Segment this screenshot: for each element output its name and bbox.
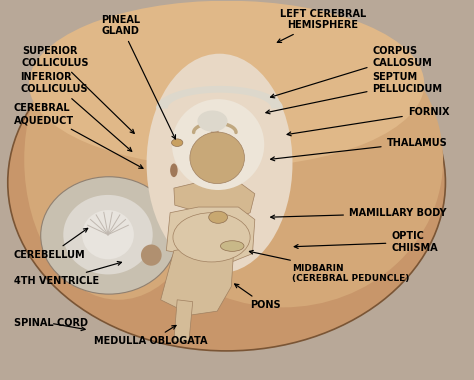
Text: FORNIX: FORNIX <box>287 108 449 136</box>
Ellipse shape <box>41 177 177 294</box>
Ellipse shape <box>170 163 178 177</box>
Text: PONS: PONS <box>235 284 281 310</box>
Ellipse shape <box>123 12 443 307</box>
Text: PINEAL
GLAND: PINEAL GLAND <box>101 14 175 139</box>
Ellipse shape <box>146 54 292 273</box>
Ellipse shape <box>29 1 424 167</box>
Text: INFERIOR
COLLICULUS: INFERIOR COLLICULUS <box>20 73 132 151</box>
Ellipse shape <box>209 211 228 223</box>
Ellipse shape <box>172 99 264 190</box>
Text: SPINAL CORD: SPINAL CORD <box>14 318 88 331</box>
Text: 4TH VENTRICLE: 4TH VENTRICLE <box>14 261 121 286</box>
Ellipse shape <box>172 139 183 146</box>
Text: LEFT CEREBRAL
HEMISPHERE: LEFT CEREBRAL HEMISPHERE <box>277 9 366 43</box>
Ellipse shape <box>173 213 250 262</box>
Polygon shape <box>161 246 234 315</box>
Polygon shape <box>166 207 255 261</box>
Ellipse shape <box>141 244 162 266</box>
Ellipse shape <box>197 111 228 132</box>
Text: MAMILLARY BODY: MAMILLARY BODY <box>271 209 447 219</box>
Text: MEDULLA OBLOGATA: MEDULLA OBLOGATA <box>93 325 207 347</box>
Text: MIDBARIN
(CEREBRAL PEDUNCLE): MIDBARIN (CEREBRAL PEDUNCLE) <box>249 250 410 283</box>
Text: THALAMUS: THALAMUS <box>271 138 447 161</box>
Polygon shape <box>174 182 255 218</box>
Ellipse shape <box>82 210 134 259</box>
Ellipse shape <box>209 124 220 180</box>
Text: CEREBRAL
AQUEDUCT: CEREBRAL AQUEDUCT <box>14 103 143 168</box>
Ellipse shape <box>24 20 212 300</box>
Ellipse shape <box>190 132 245 184</box>
Polygon shape <box>174 300 193 342</box>
Text: CORPUS
CALLOSUM: CORPUS CALLOSUM <box>271 46 432 98</box>
Text: OPTIC
CHIISMA: OPTIC CHIISMA <box>294 231 438 253</box>
Text: SUPERIOR
COLLICULUS: SUPERIOR COLLICULUS <box>22 46 134 133</box>
Ellipse shape <box>8 14 446 351</box>
Ellipse shape <box>64 195 153 274</box>
Text: CEREBELLUM: CEREBELLUM <box>14 228 88 260</box>
Polygon shape <box>156 86 283 109</box>
Text: SEPTUM
PELLUCIDUM: SEPTUM PELLUCIDUM <box>266 73 443 114</box>
Ellipse shape <box>220 241 244 251</box>
